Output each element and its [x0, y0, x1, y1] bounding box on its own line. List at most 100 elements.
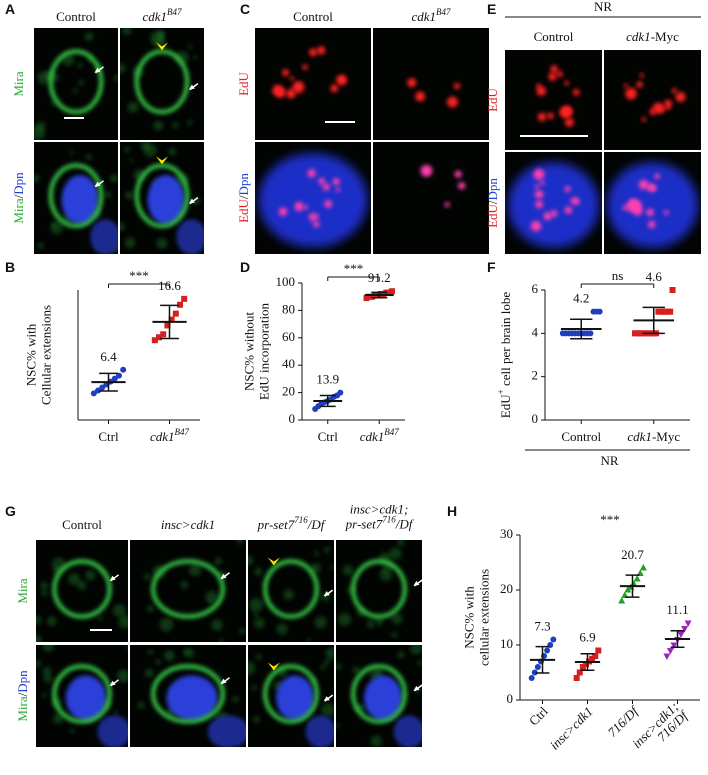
label-part: insc>cdk1: [161, 517, 215, 532]
edu-spot: [290, 76, 295, 81]
arrow-tip: [323, 591, 330, 597]
data-point: [151, 337, 158, 344]
speckle: [314, 616, 327, 629]
speckle: [248, 661, 256, 675]
label: Mira: [15, 578, 30, 604]
label-part: Mira: [15, 696, 30, 722]
label: cdk1-Myc: [627, 429, 680, 444]
edu-spot: [564, 206, 573, 214]
micrograph: [130, 540, 246, 642]
cell-cortex: [263, 664, 319, 724]
speckle: [389, 547, 402, 560]
speckle: [50, 221, 64, 235]
significance: ***: [344, 261, 364, 276]
y-tick-label: 20: [500, 581, 513, 596]
panel-letter: G: [5, 503, 16, 519]
data-point: [388, 288, 395, 295]
label-part: -Myc: [652, 429, 680, 444]
speckle: [391, 631, 398, 638]
speckle: [72, 88, 78, 94]
micrograph: [373, 28, 489, 140]
speckle: [192, 197, 201, 206]
micrograph: [255, 28, 371, 140]
nucleus: [147, 175, 185, 225]
panel-letter: B: [5, 259, 15, 275]
data-point: [681, 626, 689, 633]
nucleus: [90, 219, 118, 254]
label-group: Ctrl: [98, 429, 119, 444]
edu-spot: [649, 184, 657, 192]
label-part: /: [15, 692, 30, 696]
label-part: +: [496, 389, 506, 394]
speckle: [336, 723, 340, 728]
speckle: [69, 728, 75, 734]
label: EdU/Dpn: [236, 173, 251, 223]
speckle: [375, 617, 384, 626]
speckle: [253, 611, 259, 618]
label-part: /Df: [395, 516, 415, 531]
edu-spot: [282, 69, 290, 77]
speckle: [323, 546, 331, 553]
speckle: [153, 120, 164, 131]
label-part: 716: [294, 515, 308, 525]
label-group: Control: [561, 429, 601, 444]
label: EdU: [485, 87, 500, 111]
edu-spot: [453, 83, 461, 90]
label: Mira/Dpn: [15, 670, 30, 722]
micrograph: [248, 645, 334, 747]
error-bar: [535, 645, 550, 674]
data-point: [589, 655, 596, 662]
micrograph: [120, 28, 204, 140]
speckle: [124, 237, 136, 248]
edu-spot: [543, 212, 552, 221]
speckle: [417, 660, 422, 666]
label: Control: [561, 429, 601, 444]
label: Cellular extensions: [38, 305, 53, 405]
edu-spot: [444, 202, 450, 208]
data-point: [95, 387, 102, 394]
edu-spot: [335, 187, 341, 192]
label-part: B47: [384, 427, 399, 437]
data-point: [111, 375, 118, 382]
cell-cortex: [134, 163, 190, 228]
lobe: [258, 153, 368, 248]
label-group: insc>cdk1: [161, 517, 215, 532]
label: cellular extensions: [476, 569, 491, 666]
label-part: Control: [561, 429, 601, 444]
label: pr-set7716/Df: [257, 515, 327, 532]
speckle: [163, 650, 175, 662]
group-label: NR: [594, 0, 612, 14]
arrowhead: [156, 156, 168, 165]
speckle: [118, 614, 128, 629]
speckle: [239, 627, 246, 635]
speckle: [397, 651, 405, 659]
speckle: [146, 605, 154, 613]
edu-spot: [302, 64, 308, 70]
label-part: EdU: [485, 87, 500, 111]
error-bar: [625, 574, 640, 598]
arrow-tip: [413, 685, 420, 691]
label: insc>cdk1: [161, 517, 215, 532]
arrow-tip: [323, 696, 330, 702]
label-group: Ctrl: [526, 703, 551, 728]
speckle: [180, 581, 189, 589]
speckle: [84, 32, 94, 42]
speckle: [391, 613, 403, 625]
speckle: [159, 617, 174, 632]
label-part: cdk1: [360, 429, 385, 444]
edu-spot: [533, 168, 545, 180]
error-bar: [642, 306, 665, 335]
edu-spot: [275, 87, 286, 98]
data-point: [579, 664, 586, 670]
micrograph-content: [36, 645, 128, 747]
label-group: Mira: [15, 578, 30, 604]
speckle: [156, 238, 168, 249]
data-point: [582, 661, 589, 668]
speckle: [120, 63, 126, 74]
edu-spot: [534, 189, 544, 199]
mean-label: 7.3: [534, 618, 550, 633]
speckle: [43, 673, 53, 683]
label: NSC% with: [461, 586, 476, 649]
significance: ns: [612, 268, 624, 283]
data-point: [120, 366, 127, 373]
